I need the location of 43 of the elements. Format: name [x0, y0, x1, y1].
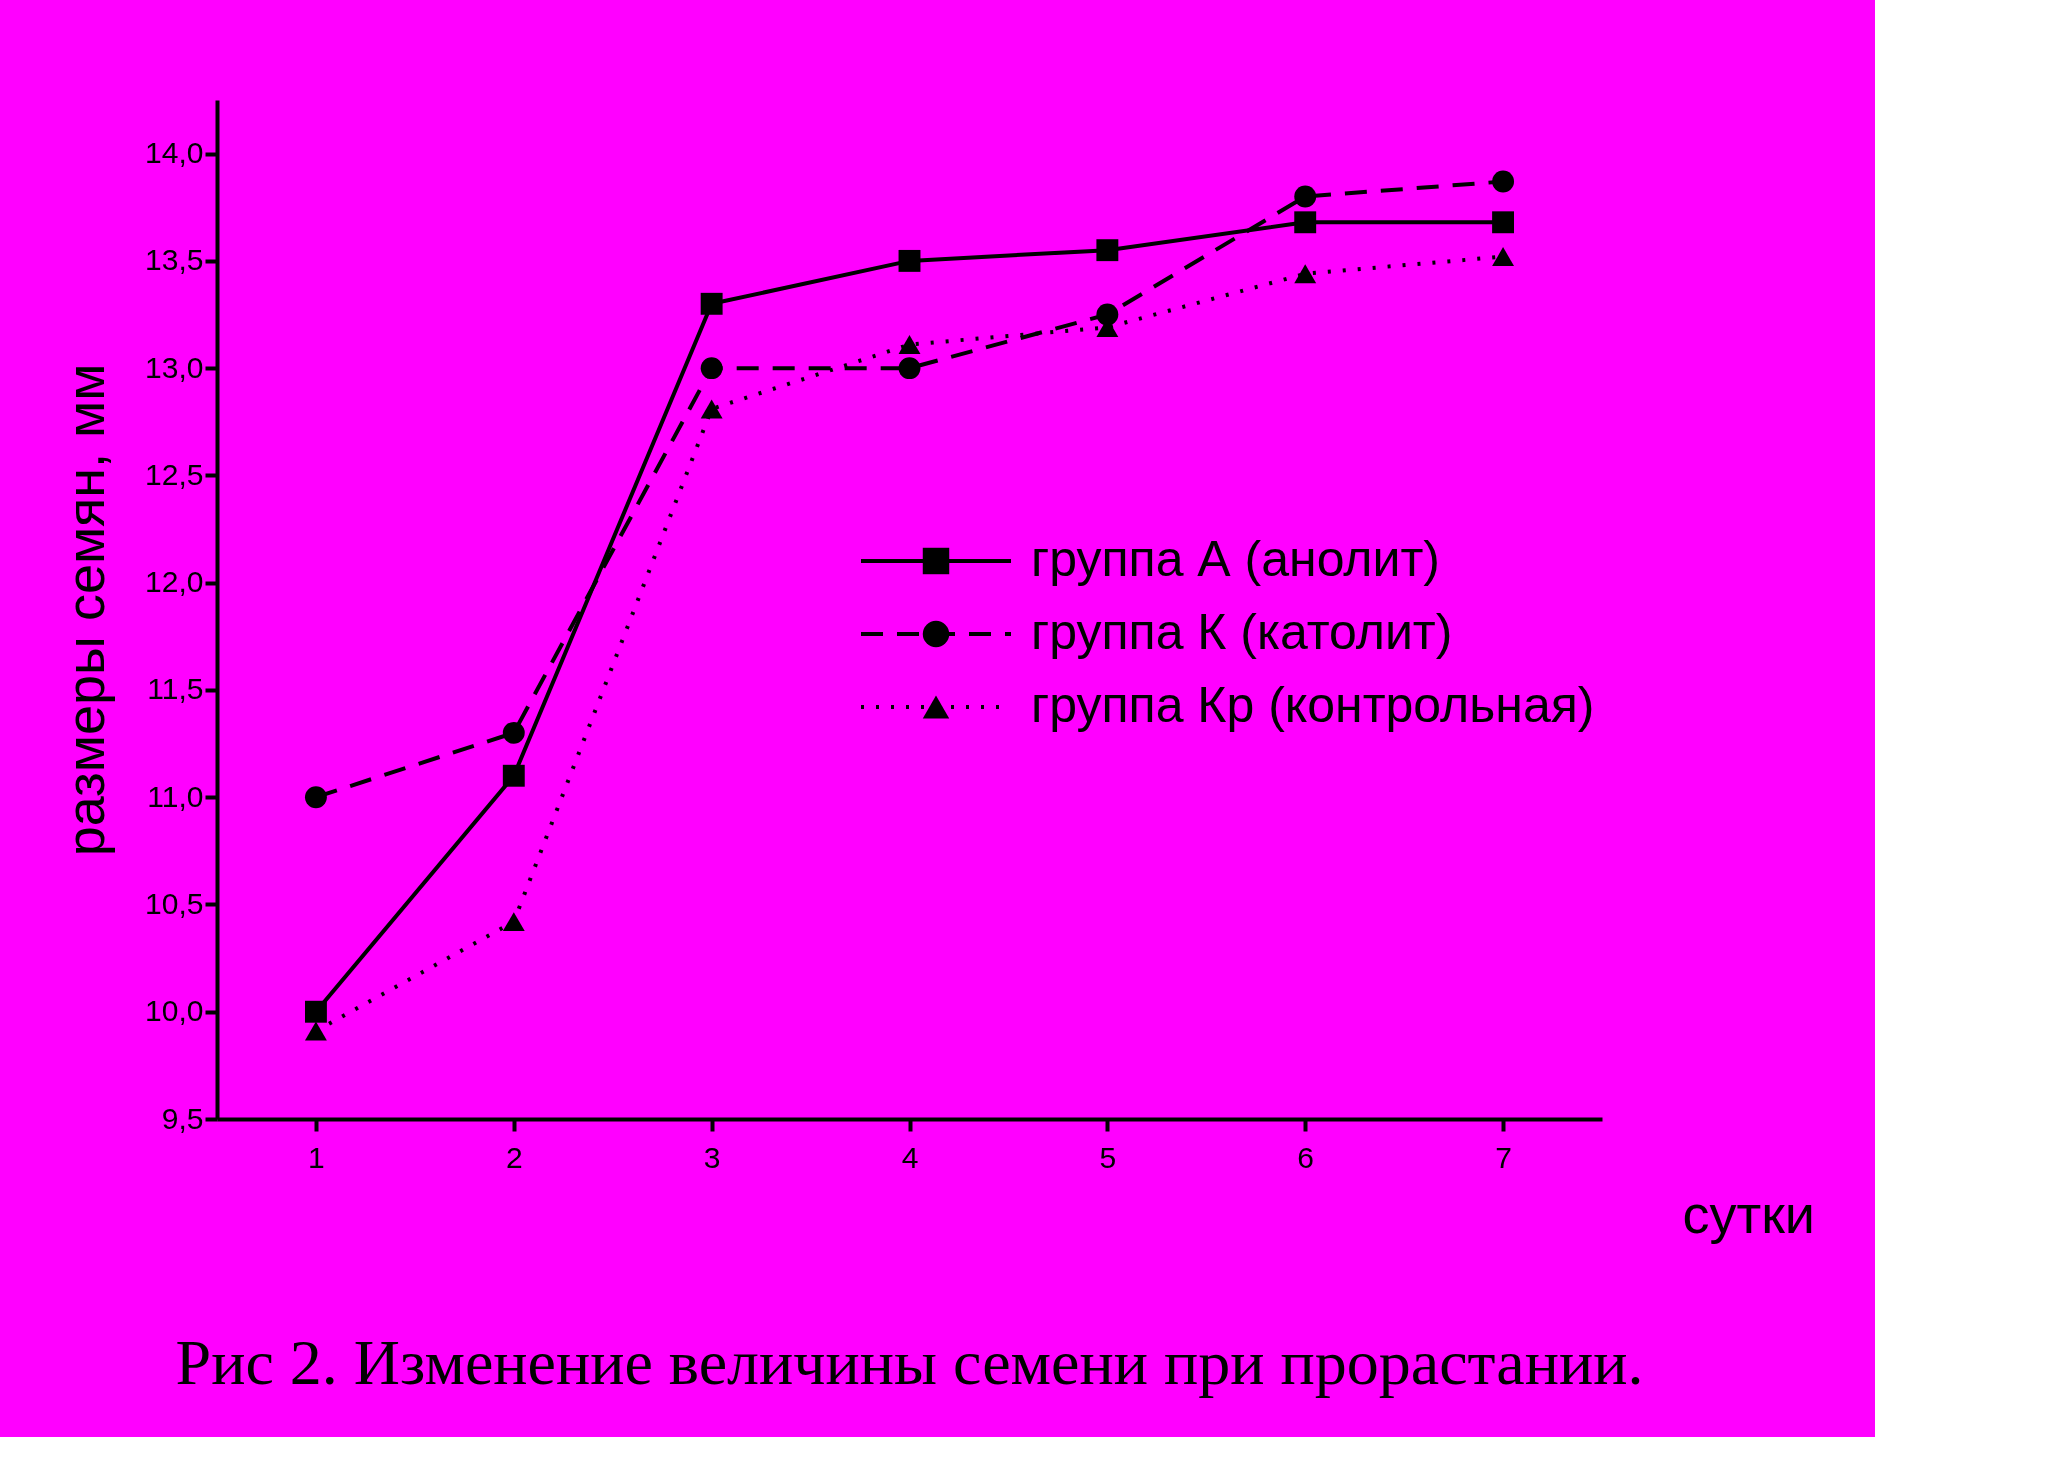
- y-tick-label: 13,5: [145, 243, 204, 277]
- point: [502, 912, 525, 932]
- y-tick-label: 12,0: [145, 565, 204, 599]
- y-tick-label: 11,5: [147, 672, 204, 706]
- point: [700, 399, 723, 419]
- point: [1492, 170, 1515, 193]
- y-tick-label: 13,0: [145, 350, 204, 384]
- point: [502, 721, 525, 744]
- y-tick-label: 11,0: [147, 779, 204, 813]
- point: [1096, 239, 1119, 262]
- point: [502, 764, 525, 787]
- x-tick-label: 3: [703, 1140, 721, 1174]
- y-tick-label: 9,5: [161, 1101, 204, 1135]
- point: [1096, 303, 1119, 326]
- point: [304, 1021, 327, 1041]
- x-tick-label: 1: [308, 1140, 325, 1174]
- y-axis-title: размеры семян, мм: [55, 363, 116, 857]
- legend-label: группа Кр (контрольная): [1031, 677, 1595, 733]
- y-tick-label: 10,0: [145, 994, 204, 1028]
- point: [1492, 247, 1515, 267]
- y-tick-label: 14,0: [145, 136, 204, 170]
- point: [304, 786, 327, 809]
- x-tick-label: 4: [901, 1140, 919, 1174]
- point: [304, 1000, 327, 1023]
- point: [1294, 264, 1317, 284]
- x-axis-title: сутки: [1682, 1183, 1816, 1244]
- point: [1294, 185, 1317, 208]
- y-tick-label: 12,5: [145, 457, 204, 491]
- x-tick-label: 5: [1099, 1140, 1117, 1174]
- point: [898, 249, 921, 272]
- x-tick-label: 7: [1495, 1140, 1512, 1174]
- point: [1294, 211, 1317, 234]
- point: [898, 335, 921, 355]
- point: [898, 357, 921, 380]
- legend-label: группа А (анолит): [1031, 531, 1441, 587]
- point: [700, 292, 723, 315]
- x-tick-label: 6: [1297, 1140, 1315, 1174]
- x-tick-label: 2: [505, 1140, 523, 1174]
- text: Рис 2. Изменение величины семени при прорастании.: [175, 1327, 1644, 1398]
- point: [700, 357, 723, 380]
- point: [1492, 211, 1515, 234]
- legend-label: группа К (католит): [1031, 604, 1453, 660]
- y-tick-label: 10,5: [145, 886, 204, 920]
